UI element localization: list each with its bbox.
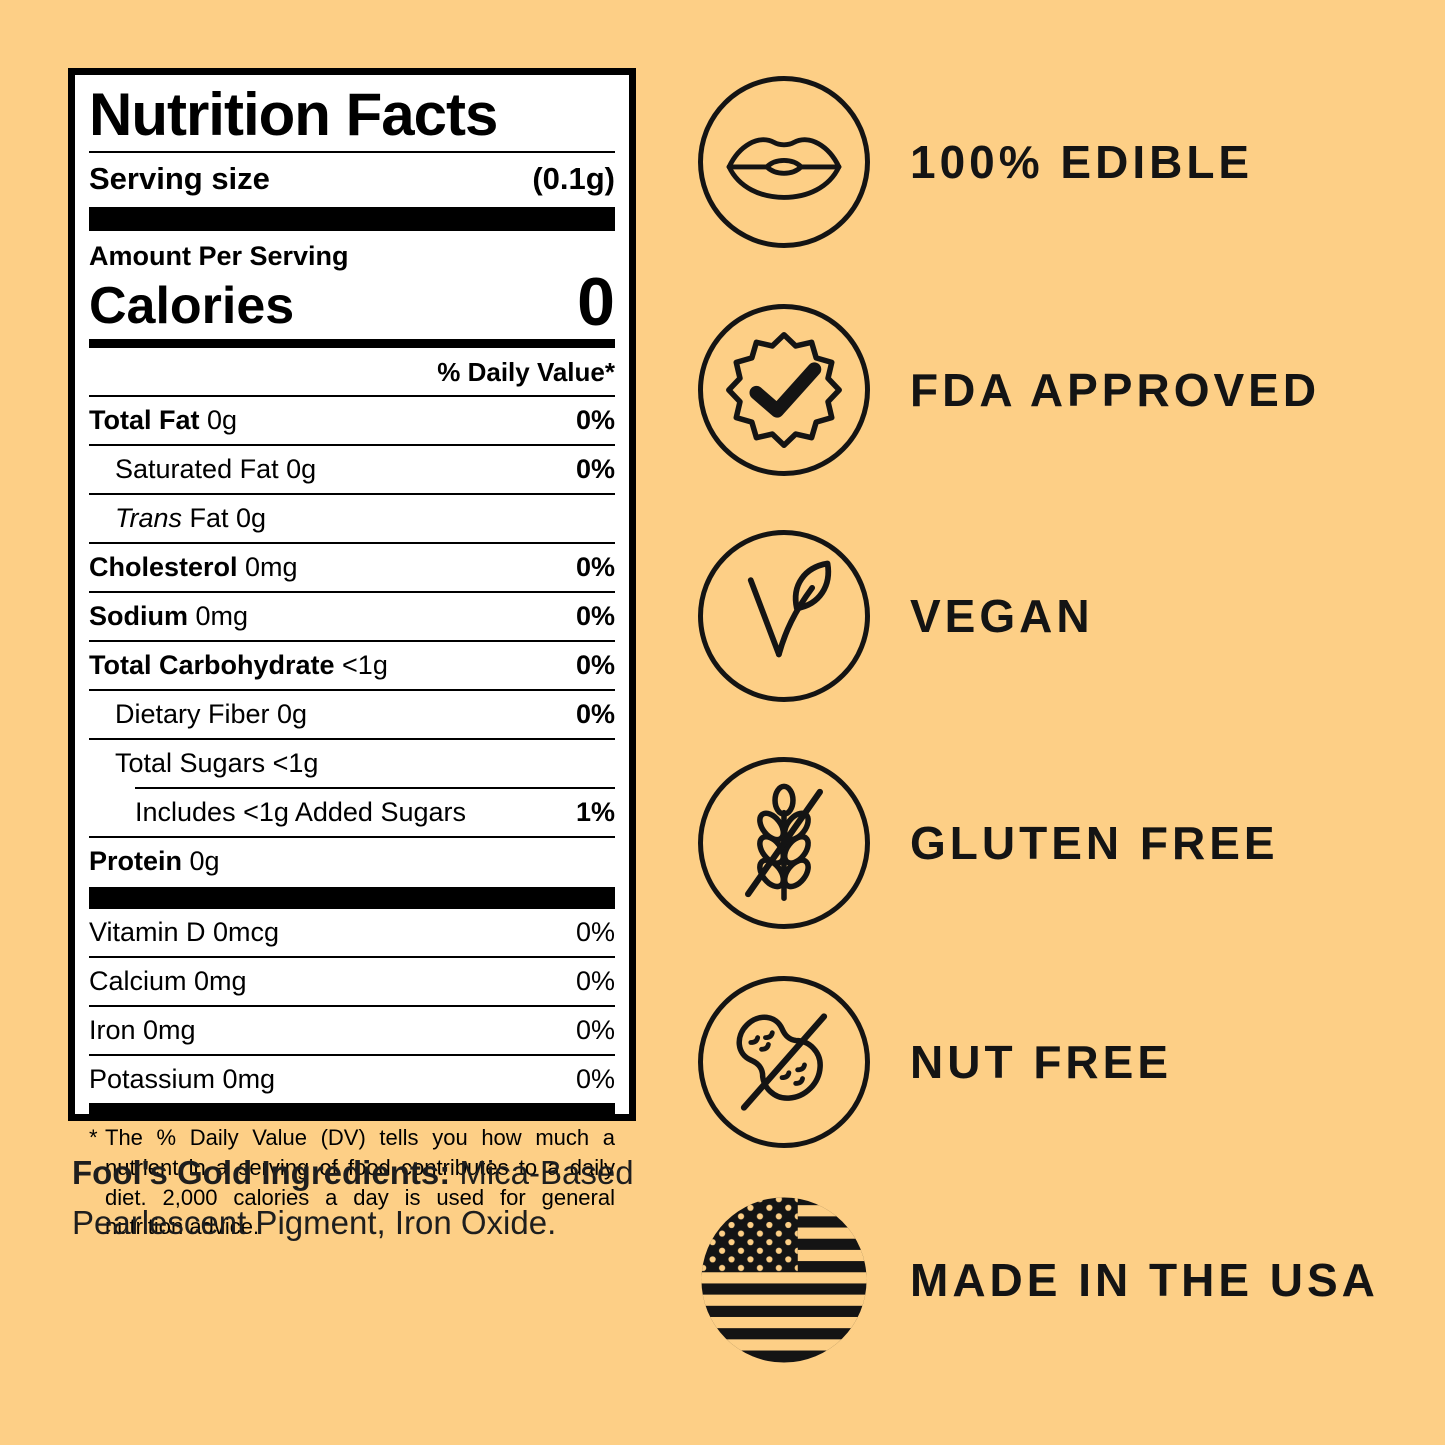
badge-made-in-usa: MADE IN THE USA bbox=[698, 1194, 1379, 1366]
calories-row: Calories 0 bbox=[89, 264, 615, 340]
badge-nut-free: NUT FREE bbox=[698, 976, 1172, 1148]
badge-label: MADE IN THE USA bbox=[910, 1254, 1379, 1306]
badge-label: VEGAN bbox=[910, 590, 1094, 642]
amount-per-serving-label: Amount Per Serving bbox=[89, 241, 349, 271]
badge-100-edible: 100% EDIBLE bbox=[698, 76, 1253, 248]
divider-bar bbox=[89, 887, 615, 910]
table-row-protein: Protein 0g bbox=[89, 836, 615, 885]
gluten-free-icon bbox=[698, 757, 870, 929]
nutrition-facts-title: Nutrition Facts bbox=[89, 83, 615, 153]
divider-bar bbox=[89, 207, 615, 231]
ingredients-body: Mica-Based Pearlescent Pigment, Iron Oxi… bbox=[72, 1154, 634, 1241]
badge-vegan: VEGAN bbox=[698, 530, 1094, 702]
table-row-potassium: Potassium 0mg 0% bbox=[89, 1054, 615, 1103]
daily-value-header: % Daily Value* bbox=[437, 357, 615, 388]
nutrition-facts-label: Nutrition Facts Serving size (0.1g) Amou… bbox=[68, 68, 636, 1239]
badge-gluten-free: GLUTEN FREE bbox=[698, 757, 1279, 929]
badge-label: FDA APPROVED bbox=[910, 364, 1321, 416]
usa-flag-icon bbox=[698, 1194, 870, 1366]
fda-seal-icon bbox=[698, 304, 870, 476]
ingredients-text: Fool's Gold Ingredients: Mica-Based Pear… bbox=[72, 1148, 657, 1247]
serving-size-value: (0.1g) bbox=[532, 161, 615, 196]
badge-label: NUT FREE bbox=[910, 1036, 1172, 1088]
vegan-leaf-icon bbox=[698, 530, 870, 702]
table-row-saturated-fat: Saturated Fat 0g 0% bbox=[89, 444, 615, 493]
lips-icon bbox=[698, 76, 870, 248]
table-row-vitamin-d: Vitamin D 0mcg 0% bbox=[89, 917, 615, 948]
table-row-iron: Iron 0mg 0% bbox=[89, 1005, 615, 1054]
table-row-total-fat: Total Fat 0g 0% bbox=[89, 395, 615, 444]
table-row-added-sugars: Includes <1g Added Sugars 1% bbox=[135, 787, 615, 836]
badge-fda-approved: FDA APPROVED bbox=[698, 304, 1320, 476]
serving-size-label: Serving size bbox=[89, 161, 270, 196]
calories-label: Calories bbox=[89, 276, 295, 335]
nut-free-icon bbox=[698, 976, 870, 1148]
table-row-total-carbohydrate: Total Carbohydrate <1g 0% bbox=[89, 640, 615, 689]
daily-value-footnote: * The % Daily Value (DV) tells you how m… bbox=[89, 1125, 615, 1240]
ingredients-lead: Fool's Gold Ingredients: bbox=[72, 1154, 451, 1191]
badge-label: 100% EDIBLE bbox=[910, 136, 1254, 188]
serving-size-row: Serving size (0.1g) bbox=[89, 153, 615, 207]
table-row-total-sugars: Total Sugars <1g bbox=[89, 738, 615, 787]
table-row-calcium: Calcium 0mg 0% bbox=[89, 956, 615, 1005]
badge-label: GLUTEN FREE bbox=[910, 817, 1279, 869]
calories-value: 0 bbox=[577, 264, 615, 340]
divider-bar bbox=[89, 1103, 615, 1116]
table-row-cholesterol: Cholesterol 0mg 0% bbox=[89, 542, 615, 591]
table-row-trans-fat: Trans Fat 0g bbox=[89, 493, 615, 542]
table-row-dietary-fiber: Dietary Fiber 0g 0% bbox=[89, 689, 615, 738]
table-row-sodium: Sodium 0mg 0% bbox=[89, 591, 615, 640]
divider-bar bbox=[89, 339, 615, 349]
